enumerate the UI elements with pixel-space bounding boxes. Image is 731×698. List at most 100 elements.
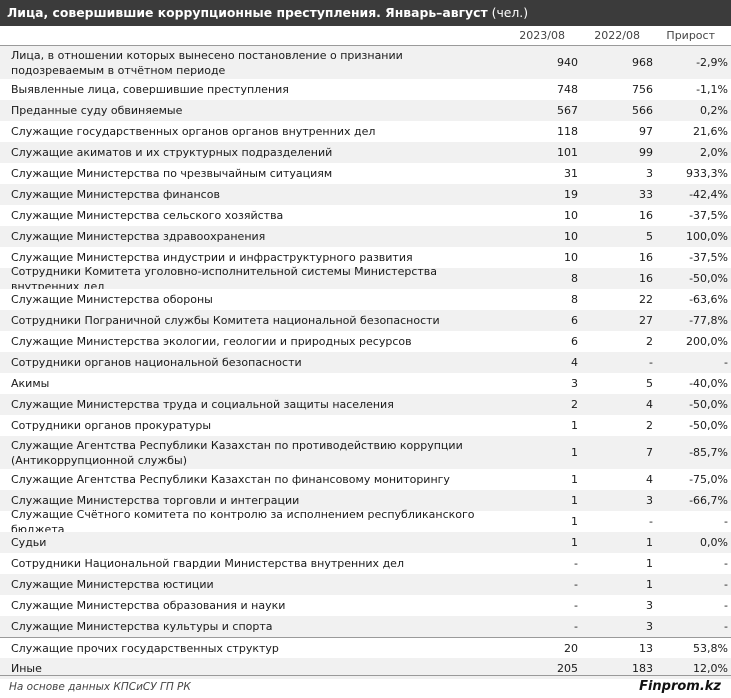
row-label: Выявленные лица, совершившие преступлени… [11,83,289,96]
table-row: Служащие Министерства по чрезвычайным си… [0,163,731,184]
table-row: Служащие государственных органов органов… [0,121,731,142]
table-row: Служащие акиматов и их структурных подра… [0,142,731,163]
table-row: Служащие Министерства торговли и интегра… [0,490,731,511]
row-label: Служащие Министерства образования и наук… [11,599,286,612]
table-row: Иные 205 183 12,0% [0,658,731,679]
table-row: Служащие Министерства здравоохранения 10 5… [0,226,731,247]
value-2022: 1 [646,536,653,549]
value-2023: 118 [557,125,578,138]
table-row: Сотрудники органов национальной безопасн… [0,352,731,373]
row-label: Акимы [11,377,50,390]
row-label: Служащие Министерства сельского хозяйств… [11,209,284,222]
value-2022: 3 [646,167,653,180]
value-growth: -77,8% [689,314,728,327]
value-2022: 99 [639,146,653,159]
table-row: Служащие прочих государственных структур… [0,637,731,658]
table-row: Служащие Счётного комитета по контролю з… [0,507,731,536]
value-growth: - [724,620,728,633]
title-unit: (чел.) [491,5,529,20]
value-2022: - [649,356,653,369]
title-text: Лица, совершившие коррупционные преступл… [7,5,488,20]
value-2022: 16 [639,209,653,222]
value-growth: 0,0% [700,536,728,549]
row-label: Служащие Министерства юстиции [11,578,214,591]
value-growth: -50,0% [689,272,728,285]
value-2023: 205 [557,662,578,675]
value-2023: - [574,578,578,591]
value-growth: -2,9% [696,56,728,69]
row-label: Служащие государственных органов органов… [11,125,376,138]
value-2022: 33 [639,188,653,201]
table-row: Преданные суду обвиняемые 567 566 0,2% [0,100,731,121]
table-row: Служащие Агентства Республики Казахстан … [0,469,731,490]
table-row: Служащие Министерства обороны 8 22 -63,6% [0,289,731,310]
value-2023: 1 [571,494,578,507]
value-2022: 756 [632,83,653,96]
value-growth: 12,0% [693,662,728,675]
column-header-2023: 2023/08 [519,29,565,42]
value-2023: 19 [564,188,578,201]
row-label: Служащие прочих государственных структур [11,641,279,655]
value-growth: -66,7% [689,494,728,507]
row-label: Служащие Министерства по чрезвычайным си… [11,167,333,180]
value-2022: 27 [639,314,653,327]
table-row: Сотрудники органов прокуратуры 1 2 -50,0% [0,415,731,436]
value-2023: 8 [571,272,578,285]
value-2023: - [574,620,578,633]
table-row: Служащие Агентства Республики Казахстан … [0,436,731,469]
value-growth: -50,0% [689,419,728,432]
table-row: Выявленные лица, совершившие преступлени… [0,79,731,100]
value-2023: 6 [571,335,578,348]
value-2023: 1 [571,446,578,459]
value-2023: 4 [571,356,578,369]
value-2023: 10 [564,209,578,222]
table-row: Сотрудники Комитета уголовно-исполнитель… [0,265,731,293]
value-growth: 53,8% [693,641,728,655]
value-2023: 8 [571,293,578,306]
value-growth: - [724,557,728,570]
row-label: Служащие акиматов и их структурных подра… [11,146,333,159]
row-label: Служащие Министерства экологии, геологии… [11,335,412,348]
table-row: Служащие Министерства юстиции - 1 - [0,574,731,595]
value-2023: 1 [571,515,578,528]
value-2023: 1 [571,473,578,486]
row-label: Служащие Министерства индустрии и инфрас… [11,251,413,264]
table-row: Служащие Министерства финансов 19 33 -42,4% [0,184,731,205]
value-growth: -1,1% [696,83,728,96]
source-note: На основе данных КПСиСУ ГП РК [9,681,191,693]
value-2023: 31 [564,167,578,180]
value-2023: 20 [564,641,578,655]
value-2022: 5 [646,377,653,390]
value-2022: 5 [646,230,653,243]
table-row: Сотрудники Пограничной службы Комитета н… [0,310,731,331]
value-2023: 567 [557,104,578,117]
value-2023: - [574,557,578,570]
value-2023: 101 [557,146,578,159]
value-2022: 2 [646,419,653,432]
value-2022: 13 [639,641,653,655]
value-2022: 3 [646,494,653,507]
table-row: Сотрудники Национальной гвардии Министер… [0,553,731,574]
row-label: Сотрудники органов национальной безопасн… [11,356,302,369]
table-row: Служащие Министерства индустрии и инфрас… [0,247,731,268]
value-growth: 933,3% [686,167,728,180]
value-2022: 16 [639,251,653,264]
value-2023: 940 [557,56,578,69]
table-row: Акимы 3 5 -40,0% [0,373,731,394]
value-2022: 2 [646,335,653,348]
value-growth: 2,0% [700,146,728,159]
row-label: Служащие Министерства торговли и интегра… [11,494,300,507]
value-growth: - [724,515,728,528]
value-2022: 1 [646,557,653,570]
value-2023: 1 [571,536,578,549]
value-2022: 16 [639,272,653,285]
row-label: Судьи [11,536,47,549]
value-growth: -40,0% [689,377,728,390]
value-2023: 748 [557,83,578,96]
row-label: Служащие Счётного комитета по контролю з… [11,507,475,536]
value-2023: 3 [571,377,578,390]
value-growth: - [724,599,728,612]
row-label: Служащие Министерства труда и социальной… [11,398,394,411]
value-growth: -63,6% [689,293,728,306]
value-growth: -85,7% [689,446,728,459]
